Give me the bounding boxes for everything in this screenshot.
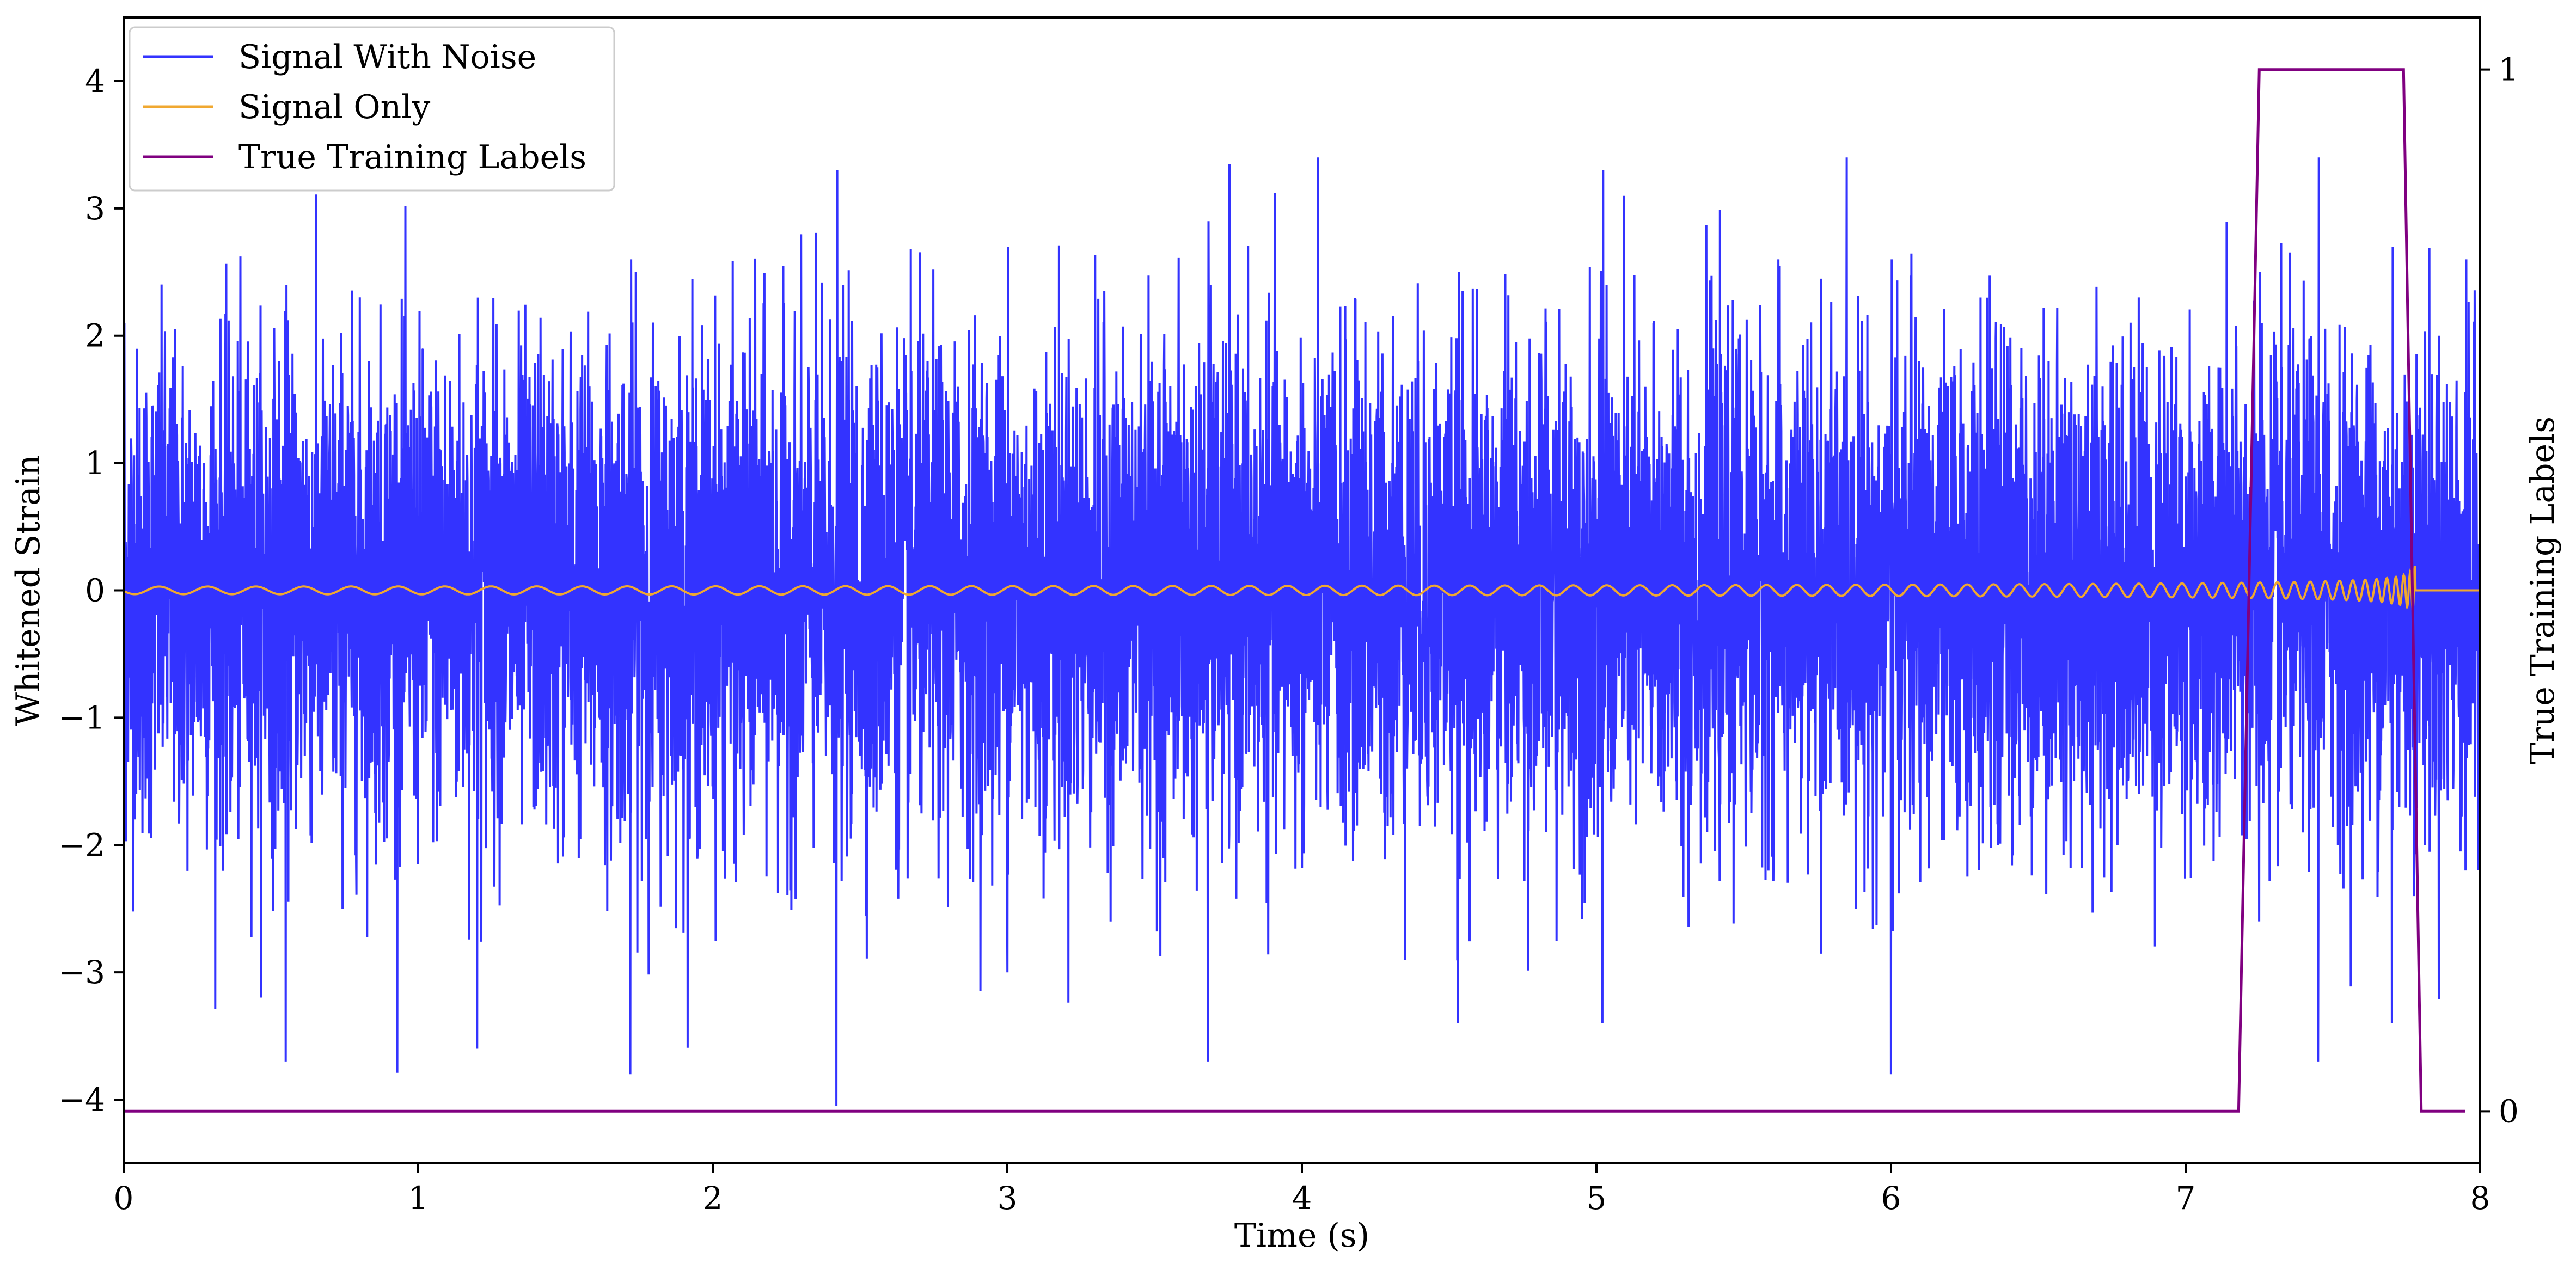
- y-tick-label: 3: [85, 190, 105, 227]
- y-tick-label: −3: [59, 954, 106, 991]
- x-tick-label: 6: [1881, 1180, 1901, 1217]
- y-tick-label: −2: [59, 826, 106, 863]
- y-tick-label: 2: [85, 317, 105, 354]
- legend-entry-label: Signal With Noise: [238, 38, 536, 76]
- series-signal-with-noise-line: [123, 157, 2481, 1106]
- y-tick-label: −4: [59, 1081, 106, 1118]
- y-axis-label: Whitened Strain: [9, 455, 47, 726]
- legend: Signal With Noise Signal Only True Trainin…: [129, 26, 615, 192]
- series-layer: [123, 68, 2481, 1113]
- y2-tick-label: 0: [2499, 1093, 2519, 1130]
- y-tick-label: −1: [59, 699, 106, 736]
- x-tick-label: 8: [2470, 1180, 2491, 1217]
- y-tick-label: 1: [85, 445, 105, 482]
- x-tick-label: 5: [1587, 1180, 1607, 1217]
- y-tick-label: 0: [85, 572, 105, 609]
- legend-entry-label: Signal Only: [238, 88, 430, 126]
- y2-tick-label: 1: [2499, 51, 2519, 88]
- x-tick-label: 1: [408, 1180, 429, 1217]
- x-tick-label: 0: [114, 1180, 134, 1217]
- y2-axis-label: True Training Labels: [2524, 416, 2562, 764]
- y-tick-label: 4: [85, 63, 105, 100]
- series-true-training-labels-line: [124, 68, 2465, 1113]
- ticks-layer: 0 1 2 3 4 5 6 7 8 4 3 2 1 0 −1 −2 −3 −4 1 0: [59, 51, 2519, 1217]
- legend-entry-label: True Training Labels: [238, 138, 586, 176]
- x-tick-label: 2: [703, 1180, 723, 1217]
- x-axis-label: Time (s): [1234, 1217, 1369, 1255]
- series-signal-only-line: [123, 566, 2480, 611]
- x-tick-label: 3: [998, 1180, 1018, 1217]
- x-tick-label: 4: [1292, 1180, 1312, 1217]
- x-tick-label: 7: [2176, 1180, 2196, 1217]
- legend-box: [129, 26, 615, 192]
